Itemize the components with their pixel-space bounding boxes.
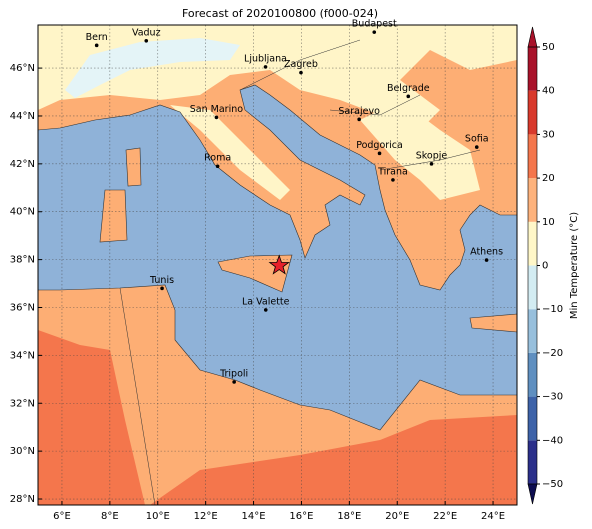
city-label: Sarajevo — [338, 106, 380, 117]
y-tick-label: 32°N — [10, 398, 35, 409]
x-tick-label: 18°E — [337, 511, 361, 522]
city-label: Athens — [470, 247, 503, 258]
island — [125, 147, 142, 187]
colorbar-segment — [528, 396, 537, 441]
colorbar-tick-label: −20 — [542, 348, 563, 359]
cool-zone — [360, 100, 480, 200]
y-tick-label: 44°N — [10, 111, 35, 122]
x-tick-label: 8°E — [101, 511, 119, 522]
city-dot — [94, 43, 99, 48]
city-label: Roma — [204, 153, 231, 164]
island — [99, 189, 128, 243]
city-label: Skopje — [416, 150, 448, 161]
city-label: Sofia — [465, 134, 489, 145]
colorbar-tick-label: 20 — [542, 173, 555, 184]
y-tick-label: 36°N — [10, 302, 35, 313]
city-label: Bern — [86, 32, 108, 43]
city-label: Budapest — [352, 19, 397, 30]
x-tick-label: 24°E — [481, 511, 505, 522]
city-dot — [160, 286, 164, 291]
city-dot — [263, 65, 268, 69]
colorbar-segment — [528, 221, 537, 266]
map-title: Forecast of 2020100800 (f000-024) — [182, 7, 378, 20]
island — [469, 313, 517, 333]
city-label: Tunis — [149, 275, 174, 286]
colorbar-label: Min Temperature (°C) — [569, 212, 580, 319]
star-marker — [268, 254, 290, 275]
colorbar-tick-label: 30 — [542, 129, 555, 140]
x-tick-label: 16°E — [289, 511, 313, 522]
warm-zone — [150, 415, 517, 505]
colorbar-tick-label: −10 — [542, 304, 563, 315]
x-tick-label: 22°E — [433, 511, 457, 522]
y-tick-label: 38°N — [10, 255, 35, 266]
city-dot — [263, 308, 268, 312]
colorbar-segment — [528, 352, 537, 397]
cool-zone — [170, 105, 290, 200]
city-dot — [299, 70, 303, 75]
colorbar-segment — [528, 90, 537, 135]
city-label: Belgrade — [387, 83, 430, 94]
city-label: San Marino — [190, 104, 243, 115]
city-dot — [357, 117, 361, 122]
city-dot — [144, 39, 149, 43]
city-dot — [391, 178, 395, 182]
y-tick-label: 46°N — [10, 63, 35, 74]
colorbar-segment — [528, 134, 537, 179]
city-dot — [406, 94, 411, 99]
city-dot — [377, 151, 382, 156]
y-tick-label: 30°N — [10, 446, 35, 457]
y-tick-label: 40°N — [10, 207, 35, 218]
colorbar-segment — [528, 440, 537, 484]
x-tick-label: 14°E — [242, 511, 266, 522]
city-label: Vaduz — [132, 27, 161, 38]
colorbar-extend — [527, 26, 538, 48]
y-tick-label: 34°N — [10, 350, 35, 361]
colorbar-tick-label: 40 — [542, 86, 555, 97]
city-dot — [232, 380, 236, 384]
colorbar-tick-label: 10 — [542, 217, 555, 228]
city-label: Ljubljana — [244, 53, 287, 64]
city-dot — [484, 258, 489, 262]
cold-zone — [65, 38, 240, 98]
city-dot — [215, 164, 220, 169]
border — [119, 39, 481, 505]
colorbar-segment — [528, 265, 537, 310]
city-dot — [429, 162, 434, 166]
y-tick-label: 28°N — [10, 494, 35, 505]
colorbar-tick-label: −40 — [542, 435, 563, 446]
colorbar-tick-label: 50 — [542, 42, 555, 53]
x-tick-label: 12°E — [194, 511, 218, 522]
city-dot — [474, 145, 479, 149]
colorbar-segment — [528, 47, 537, 91]
y-tick-label: 42°N — [10, 159, 35, 170]
colorbar-tick-label: −50 — [542, 479, 563, 490]
city-label: Zagreb — [284, 59, 318, 70]
city-label: Tirana — [377, 166, 408, 177]
city-dot — [214, 115, 219, 120]
colorbar-extend — [527, 483, 538, 505]
city-label: Podgorica — [356, 140, 403, 151]
colorbar-tick-label: −30 — [542, 392, 563, 403]
map-frame — [37, 24, 518, 506]
colorbar-segment — [528, 178, 537, 222]
x-tick-label: 20°E — [385, 511, 409, 522]
city-label: La Valette — [242, 296, 290, 307]
colorbar-tick-label: 0 — [542, 261, 548, 272]
colorbar-segment — [528, 309, 537, 353]
x-tick-label: 10°E — [146, 511, 170, 522]
warm-zone — [38, 330, 145, 505]
city-label: Tripoli — [219, 368, 248, 379]
city-dot — [372, 30, 377, 34]
x-tick-label: 6°E — [53, 511, 71, 522]
